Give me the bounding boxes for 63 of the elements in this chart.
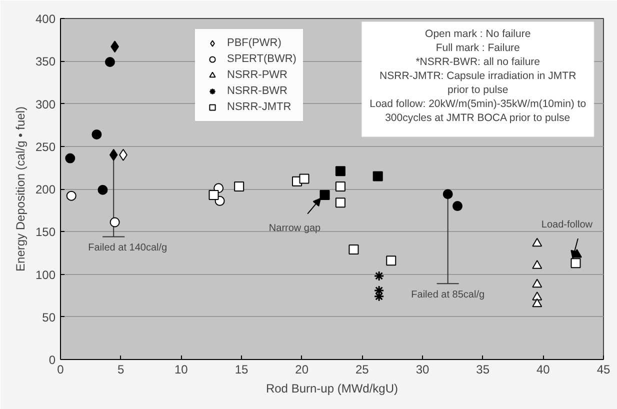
legend-label: SPERT(BWR) xyxy=(227,52,296,66)
point xyxy=(335,181,346,192)
annotation: Failed at 85cal/g xyxy=(411,290,485,301)
point xyxy=(532,278,542,288)
y-tick-label: 250 xyxy=(35,140,56,154)
point xyxy=(374,270,384,282)
x-axis-title: Rod Burn-up (MWd/kgU) xyxy=(266,382,398,396)
y-tick-label: 300 xyxy=(35,97,56,112)
annotation: Full mark : Failure xyxy=(436,42,520,54)
point xyxy=(532,292,542,300)
point xyxy=(372,171,383,182)
point xyxy=(335,198,346,208)
point xyxy=(452,201,462,212)
point xyxy=(208,190,219,200)
point xyxy=(104,56,115,67)
x-tick-label: 0 xyxy=(57,362,64,376)
point xyxy=(234,181,244,192)
point xyxy=(532,238,542,247)
x-tick-label: 20 xyxy=(295,362,309,376)
point xyxy=(109,148,118,161)
point xyxy=(92,129,102,140)
annotation: Narrow gap xyxy=(268,222,322,234)
point xyxy=(66,190,76,201)
y-tick-label: 0 xyxy=(48,353,56,367)
legend-label: NSRR-BWR xyxy=(227,84,288,98)
annotation: Open mark : No failure xyxy=(425,28,531,40)
y-tick-label: 100 xyxy=(35,268,56,282)
annotation: *NSRR-BWR: all no failure xyxy=(416,56,540,68)
x-tick-label: 5 xyxy=(117,362,124,376)
legend-label: PBF(PWR) xyxy=(227,36,282,50)
point xyxy=(65,153,76,164)
point xyxy=(532,298,542,308)
x-tick-label: 30 xyxy=(416,362,430,376)
x-tick-label: 45 xyxy=(596,362,610,376)
point xyxy=(374,285,384,296)
point xyxy=(348,244,359,255)
point xyxy=(335,166,346,176)
point xyxy=(374,291,384,302)
y-tick-label: 350 xyxy=(35,54,56,69)
legend-label: NSRR-JMTR xyxy=(227,100,292,114)
y-tick-label: 150 xyxy=(35,225,56,240)
point xyxy=(110,217,120,228)
point xyxy=(320,190,330,200)
point xyxy=(299,174,310,184)
y-tick-label: 200 xyxy=(35,182,56,196)
y-tick-label: 50 xyxy=(42,310,56,324)
annotation: Failed at 140cal/g xyxy=(88,242,168,254)
point xyxy=(570,258,581,268)
x-tick-label: 15 xyxy=(234,362,248,376)
y-tick-label: 400 xyxy=(35,12,56,26)
point xyxy=(98,184,108,195)
point xyxy=(442,189,453,200)
legend-label: NSRR-PWR xyxy=(227,68,288,82)
annotation: NSRR-JMTR: Capsule irradiation in JMTR prior to pulse xyxy=(380,70,577,96)
y-axis-title: Energy Deposition (cal/g • fuel) xyxy=(13,106,28,272)
annotation: Load follow: 20kW/m(5min)-35kW/m(10min) to 300cycles at JMTR BOCA prior to pulse xyxy=(370,98,586,124)
x-tick-label: 40 xyxy=(536,362,550,376)
x-tick-label: 10 xyxy=(174,362,188,376)
x-tick-label: 25 xyxy=(355,362,370,376)
x-tick-label: 35 xyxy=(476,362,490,376)
point xyxy=(386,256,396,266)
annotation: Load-follow xyxy=(541,220,594,231)
point xyxy=(532,260,542,269)
